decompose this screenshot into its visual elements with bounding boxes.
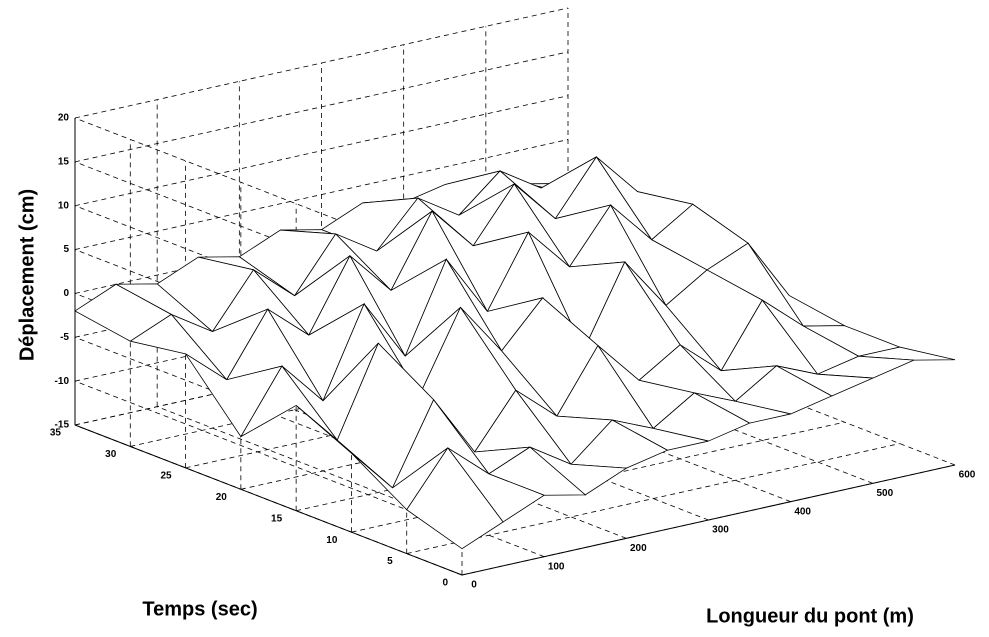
z-tick-label: 0 — [63, 288, 69, 299]
x-tick-label: 0 — [471, 580, 477, 591]
x-tick-label: 400 — [794, 506, 811, 517]
grid-line — [406, 443, 900, 554]
z-tick-label: -10 — [55, 376, 70, 387]
x-tick-label: 600 — [959, 470, 976, 481]
grid-line — [74, 51, 569, 163]
x-axis-title: Longueur du pont (m) — [706, 605, 914, 627]
y-tick-label: 10 — [326, 535, 338, 546]
z-tick-label: 5 — [63, 244, 69, 255]
z-tick-label: -5 — [60, 332, 69, 343]
grid-line — [74, 7, 569, 119]
y-tick-label: 30 — [105, 449, 117, 460]
axis-line — [461, 464, 956, 576]
y-tick-label: 20 — [216, 492, 228, 503]
x-tick-label: 500 — [876, 488, 893, 499]
x-tick-label: 200 — [630, 543, 647, 554]
z-tick-label: -15 — [55, 420, 70, 431]
grid-line — [157, 406, 545, 558]
x-tick-label: 100 — [548, 561, 565, 572]
grid-line — [74, 117, 463, 269]
grid-line — [74, 139, 569, 250]
surface-patch — [406, 447, 504, 550]
z-tick-label: 10 — [58, 200, 70, 211]
y-tick-label: 35 — [50, 428, 62, 439]
z-axis-title: Déplacement (cm) — [16, 189, 38, 361]
y-axis-title: Temps (sec) — [142, 598, 257, 620]
grid-line — [74, 95, 569, 207]
grid-line — [74, 380, 463, 532]
y-tick-label: 0 — [442, 578, 448, 589]
z-tick-label: 15 — [58, 156, 70, 167]
z-tick-label: 20 — [58, 113, 70, 124]
y-tick-label: 5 — [387, 556, 393, 567]
axis-line — [74, 424, 463, 576]
x-tick-label: 300 — [712, 525, 729, 536]
y-tick-label: 25 — [160, 470, 172, 481]
y-tick-label: 15 — [271, 513, 283, 524]
grid-line — [74, 161, 463, 313]
